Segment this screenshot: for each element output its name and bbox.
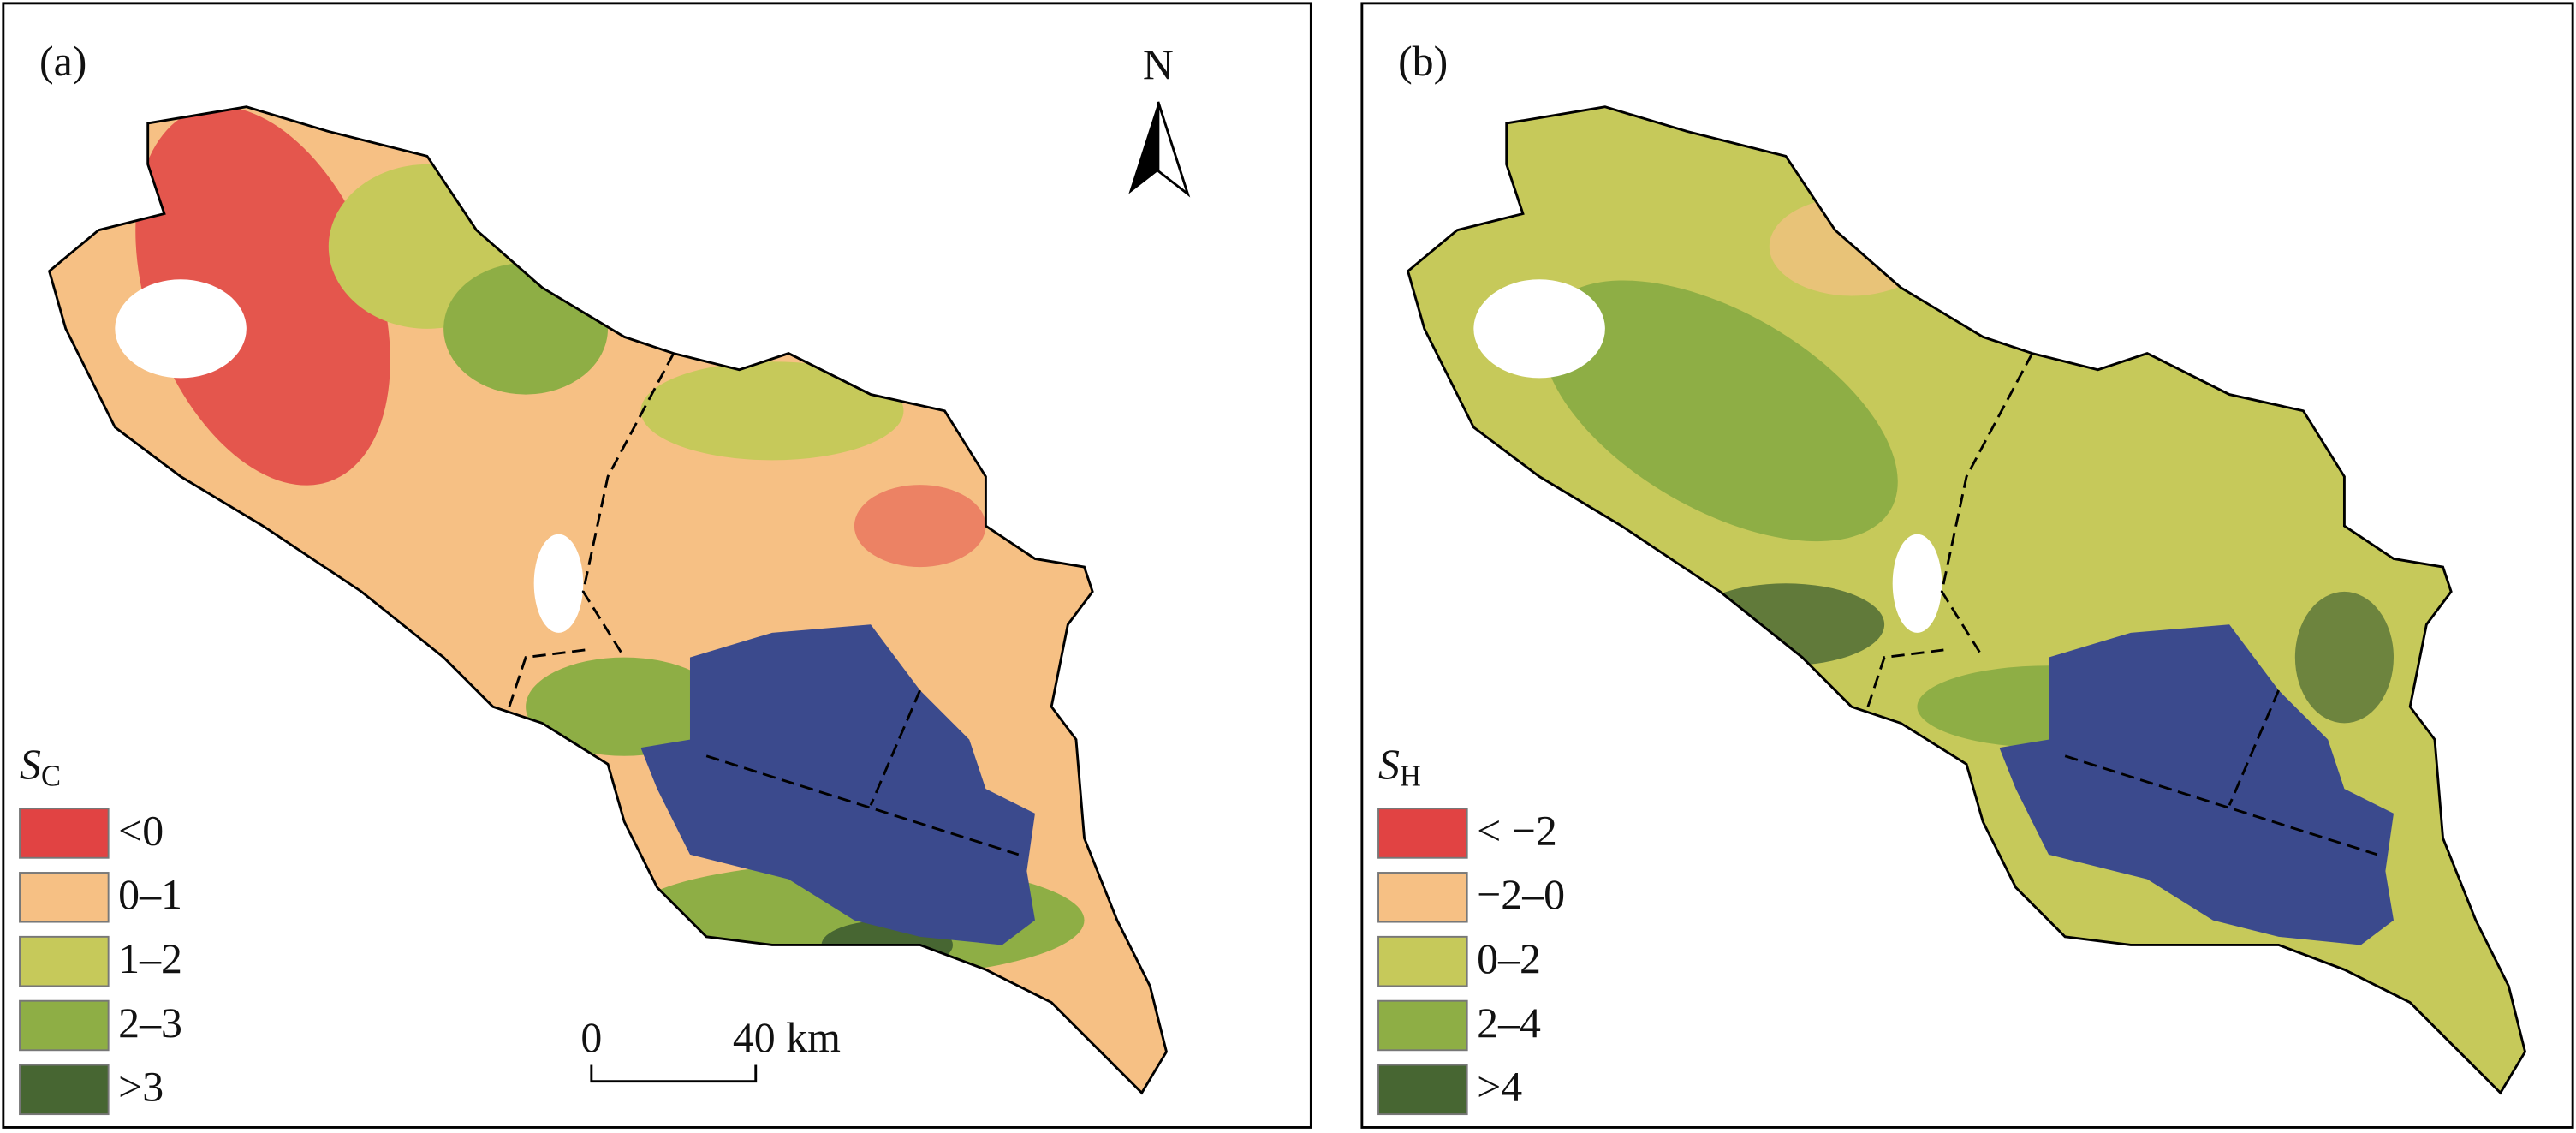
legend-label: 2–3 xyxy=(118,999,182,1047)
legend-swatch xyxy=(1377,872,1468,923)
legend-swatch xyxy=(19,935,110,987)
panel-border xyxy=(1360,2,2574,1129)
north-label: N xyxy=(1143,41,1174,88)
legend-label: >4 xyxy=(1477,1064,1522,1111)
legend-label: 0–2 xyxy=(1477,935,1541,982)
panel-a: (a) N 0 40 km SC <0 0–1 1–2 2–3 >3 xyxy=(2,2,1312,1129)
map-fill xyxy=(49,106,1167,1094)
scale-bar xyxy=(590,1064,758,1083)
legend-swatch xyxy=(1377,1064,1468,1116)
legend-swatch xyxy=(19,1064,110,1116)
legend-label: 0–1 xyxy=(118,871,182,918)
legend-label: >3 xyxy=(118,1064,164,1111)
north-arrow xyxy=(1157,101,1191,198)
legend-label: < −2 xyxy=(1477,807,1557,854)
scale-end: 40 km xyxy=(733,1014,841,1061)
legend-swatch xyxy=(1377,808,1468,859)
legend-swatch xyxy=(1377,935,1468,987)
legend-label: <0 xyxy=(118,807,164,854)
legend-title: SC xyxy=(20,742,61,793)
north-arrow xyxy=(1128,101,1158,194)
legend-subscript: H xyxy=(1400,760,1421,793)
panel-b: (b) SH < −2 −2–0 0–2 2–4 >4 xyxy=(1360,2,2574,1129)
scale-start: 0 xyxy=(580,1014,602,1061)
panel-label: (a) xyxy=(39,38,86,85)
legend-swatch xyxy=(19,872,110,923)
legend-swatch xyxy=(19,999,110,1052)
legend-symbol: S xyxy=(1378,742,1400,789)
legend-label: 2–4 xyxy=(1477,999,1541,1047)
panel-border xyxy=(2,2,1312,1129)
legend-swatch xyxy=(1377,999,1468,1052)
legend-swatch xyxy=(19,808,110,859)
legend-label: −2–0 xyxy=(1477,871,1565,918)
legend-title: SH xyxy=(1378,742,1421,793)
legend-label: 1–2 xyxy=(118,935,182,982)
map-fill xyxy=(1407,106,2525,1094)
panel-label: (b) xyxy=(1398,38,1448,85)
legend-subscript: C xyxy=(41,760,61,793)
legend-symbol: S xyxy=(20,742,41,789)
